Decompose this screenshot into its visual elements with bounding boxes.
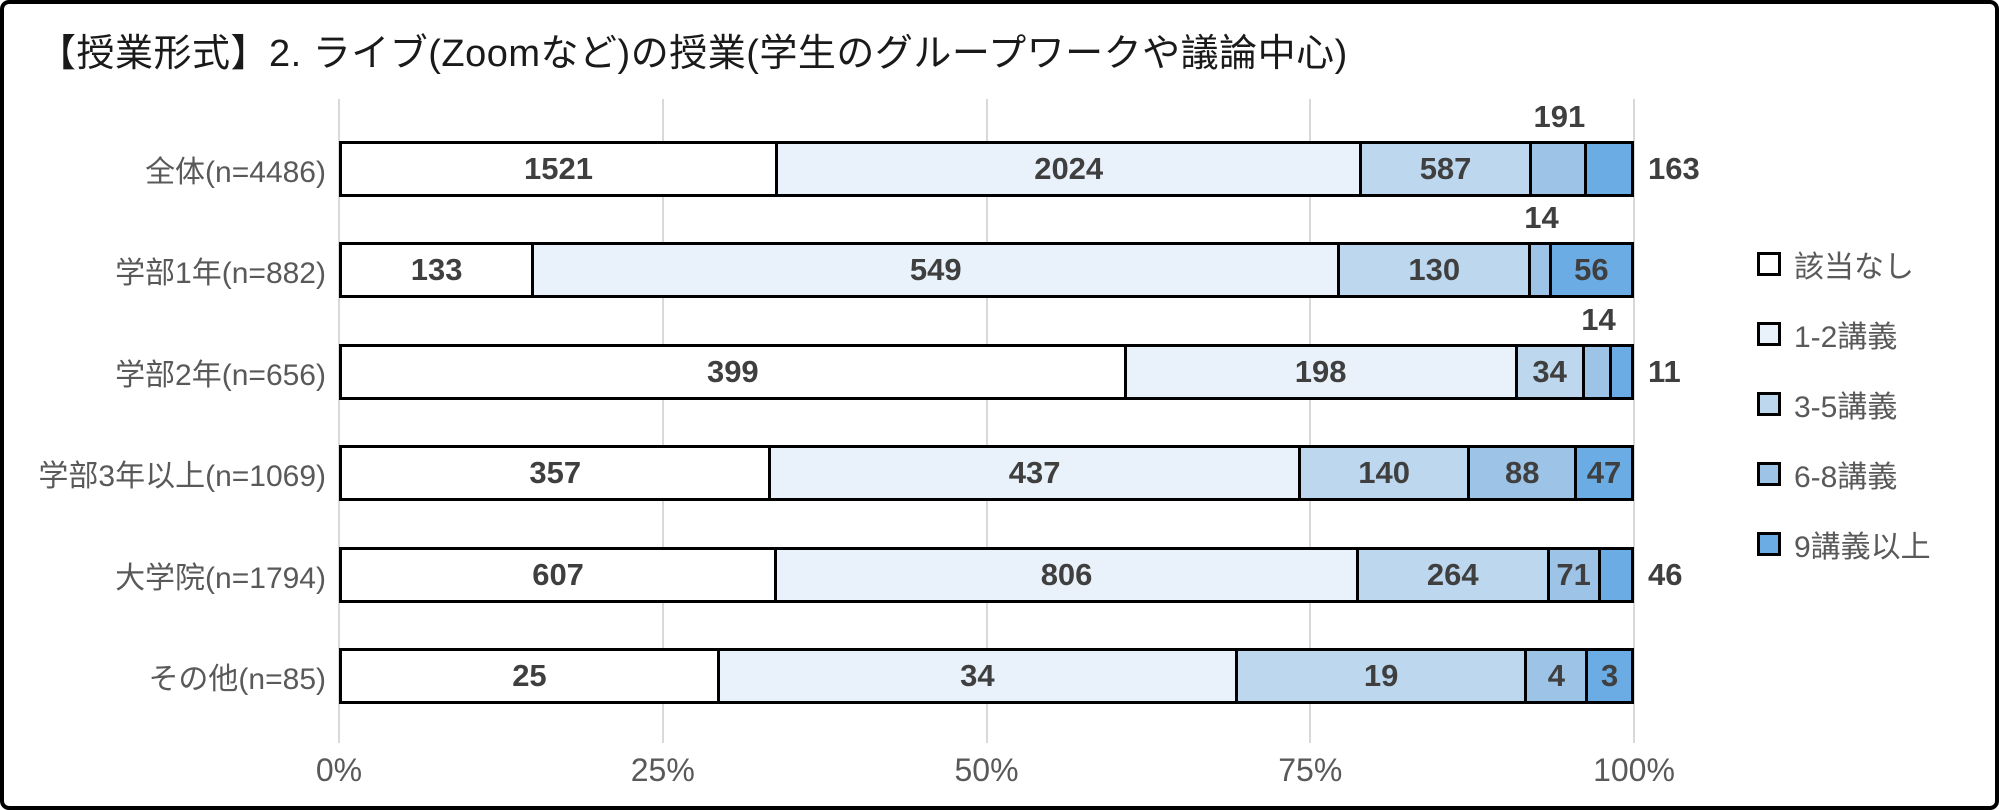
bar-segment: 4 [1527, 648, 1589, 704]
legend-label: 6-8講義 [1794, 461, 1898, 494]
category-label: 学部2年(n=656) [115, 359, 326, 392]
bar-segment: 806 [777, 547, 1359, 603]
segment-value-label-above: 14 [1524, 200, 1559, 235]
bar-segment [1586, 141, 1634, 197]
legend-swatch-icon [1757, 322, 1781, 346]
bar-segment: 71 [1549, 547, 1601, 603]
legend-swatch-icon [1757, 532, 1781, 556]
x-axis-tick-label: 50% [954, 752, 1019, 788]
bar-segment: 34 [719, 648, 1238, 704]
bar-segment: 1521 [339, 141, 779, 197]
bar-track: 357 437 140 88 47 [339, 445, 1634, 501]
bar-track: 133 549 130 14 56 [339, 200, 1634, 298]
bar-segment: 25 [339, 648, 720, 704]
gridline [1309, 99, 1312, 743]
segment-value-label: 607 [532, 557, 584, 592]
bar-segment: 19 [1237, 648, 1528, 704]
bar-segment: 47 [1577, 445, 1634, 501]
bar-segment: 587 [1362, 141, 1532, 197]
segment-value-label: 25 [512, 658, 547, 693]
segment-value-label-outside: 11 [1648, 354, 1681, 389]
segment-value-label: 587 [1419, 151, 1472, 186]
x-axis-tick-label: 100% [1593, 752, 1675, 788]
legend-item: 6-8講義 [1757, 439, 1897, 509]
bar-segment: 3 [1588, 648, 1634, 704]
bar-segment: 399 [339, 344, 1127, 400]
legend-swatch-icon [1757, 392, 1781, 416]
legend-swatch-icon [1757, 252, 1781, 276]
segment-value-label: 71 [1556, 557, 1591, 592]
segment-value-label: 399 [706, 354, 759, 389]
bar-segment: 607 [339, 547, 778, 603]
x-axis-tick-label: 25% [630, 752, 695, 788]
segment-value-label-above: 14 [1581, 302, 1616, 337]
legend-label: 該当なし [1794, 251, 1914, 284]
legend-swatch-icon [1757, 462, 1781, 486]
segment-value-label-outside: 163 [1648, 151, 1700, 186]
segment-value-label: 133 [410, 252, 463, 287]
gridline [1633, 99, 1635, 743]
bar-segment: 2024 [778, 141, 1363, 197]
segment-value-label: 3 [1601, 658, 1619, 693]
bar-segment: 437 [771, 445, 1301, 501]
bar-segment: 56 [1551, 242, 1634, 298]
segment-value-label-above: 191 [1533, 99, 1586, 134]
bar-segment [1531, 242, 1552, 298]
x-axis-tick-label: 0% [315, 752, 363, 788]
segment-value-label: 2024 [1034, 151, 1104, 186]
bar-segment: 549 [534, 242, 1341, 298]
bar-segment: 198 [1126, 344, 1518, 400]
segment-value-label: 549 [909, 252, 962, 287]
bar-track: 399 198 34 14 11 [339, 302, 1681, 400]
bar-segment: 88 [1470, 445, 1578, 501]
segment-value-label: 198 [1294, 354, 1347, 389]
category-label: 学部1年(n=882) [115, 257, 326, 290]
gridline [985, 99, 988, 743]
category-label: 全体(n=4486) [145, 156, 326, 189]
bar-segment: 34 [1517, 344, 1585, 400]
legend-label: 3-5講義 [1794, 391, 1898, 424]
segment-value-label: 264 [1426, 557, 1479, 592]
chart-title: 【授業形式】2. ライブ(Zoomなど)の授業(学生のグループワークや議論中心) [38, 33, 1348, 75]
segment-value-label: 357 [529, 455, 582, 490]
segment-value-label: 130 [1408, 252, 1461, 287]
legend-item: 9講義以上 [1757, 509, 1931, 579]
bar-segment: 130 [1340, 242, 1532, 298]
segment-value-label-outside: 46 [1648, 557, 1683, 592]
segment-value-label: 34 [1532, 354, 1567, 389]
bar-segment: 264 [1358, 547, 1550, 603]
segment-value-label: 1521 [524, 151, 594, 186]
x-axis-tick-label: 75% [1278, 752, 1343, 788]
bar-track: 25 34 19 4 3 [339, 648, 1634, 704]
bar-segment [1612, 344, 1634, 400]
segment-value-label: 437 [1008, 455, 1061, 490]
category-label: その他(n=85) [148, 663, 326, 696]
bar-segment: 140 [1300, 445, 1471, 501]
gridline [338, 99, 340, 743]
bar-segment [1584, 344, 1613, 400]
bar-segment: 357 [339, 445, 772, 501]
segment-value-label: 806 [1040, 557, 1093, 592]
legend-item: 該当なし [1757, 229, 1914, 299]
segment-value-label: 34 [960, 658, 995, 693]
bar-segment [1531, 141, 1587, 197]
bar-track: 607 806 264 71 46 [339, 547, 1682, 603]
legend-item: 1-2講義 [1757, 299, 1897, 369]
segment-value-label: 56 [1574, 252, 1609, 287]
category-label: 学部3年以上(n=1069) [38, 460, 326, 493]
category-label: 大学院(n=1794) [115, 562, 326, 595]
bar-segment [1600, 547, 1634, 603]
legend-item: 3-5講義 [1757, 369, 1897, 439]
gridline [661, 99, 664, 743]
legend-label: 1-2講義 [1794, 321, 1898, 354]
segment-value-label: 4 [1547, 658, 1565, 693]
bar-segment: 133 [339, 242, 535, 298]
bar-track: 1521 2024 587 191 163 [339, 99, 1700, 197]
legend-label: 9講義以上 [1794, 531, 1931, 564]
segment-value-label: 88 [1505, 455, 1540, 490]
segment-value-label: 47 [1586, 455, 1622, 490]
segment-value-label: 140 [1358, 455, 1411, 490]
segment-value-label: 19 [1363, 658, 1399, 693]
